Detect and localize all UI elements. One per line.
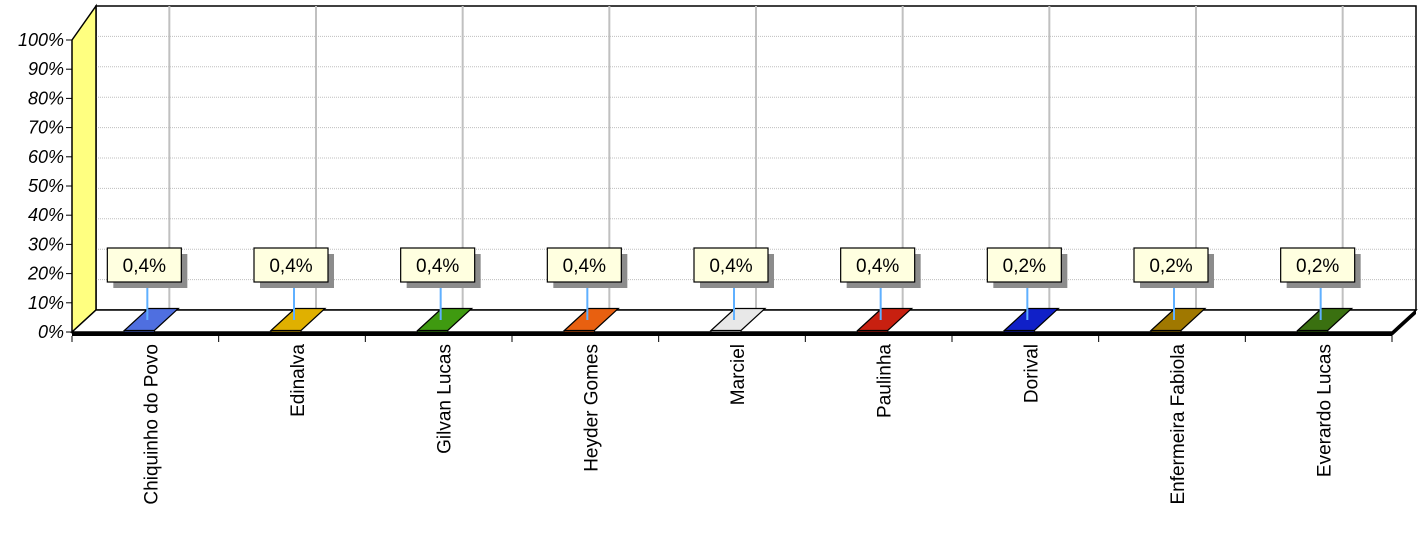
y-tick-label: 50% (28, 176, 64, 196)
data-label-box (400, 247, 476, 283)
data-label-box (1133, 247, 1209, 283)
y-tick-label: 0% (38, 322, 64, 342)
bar-front-7 (1003, 330, 1035, 333)
category-label: Chiquinho do Povo (141, 344, 162, 505)
bar-front-5 (710, 330, 742, 333)
data-label-box (693, 247, 769, 283)
floor-front-edge (72, 332, 1392, 336)
data-label-box (840, 247, 916, 283)
bar-front-9 (1297, 330, 1329, 333)
y-tick-label: 100% (18, 30, 64, 50)
floor-side-edge (1392, 310, 1416, 336)
side-wall (71, 3, 97, 334)
bar-front-6 (857, 330, 889, 333)
category-label: Everardo Lucas (1315, 344, 1336, 477)
category-label: Enfermeira Fabiola (1168, 344, 1189, 505)
bar-front-3 (417, 330, 449, 333)
bar-front-4 (563, 330, 595, 333)
data-label-box (106, 247, 182, 283)
data-label: 0,4% (123, 256, 166, 277)
y-tick-label: 60% (28, 147, 64, 167)
y-tick-label: 10% (28, 293, 64, 313)
data-label: 0,4% (269, 256, 312, 277)
bar-front-1 (123, 330, 155, 333)
data-label-box (546, 247, 622, 283)
category-label: Dorival (1021, 344, 1042, 403)
bar-front-8 (1150, 330, 1182, 333)
category-label: Paulinha (875, 344, 896, 418)
bar-front-2 (270, 330, 302, 333)
y-tick-label: 90% (28, 59, 64, 79)
y-tick-label: 80% (28, 88, 64, 108)
data-label-box (986, 247, 1062, 283)
data-label: 0,4% (856, 256, 899, 277)
category-label: Gilvan Lucas (435, 344, 456, 454)
category-label: Heyder Gomes (581, 344, 602, 472)
category-label: Edinalva (288, 344, 309, 417)
y-tick-label: 30% (28, 234, 64, 254)
data-label-box (1280, 247, 1356, 283)
data-label-box (253, 247, 329, 283)
data-label: 0,4% (563, 256, 606, 277)
y-tick-label: 70% (28, 118, 64, 138)
data-label: 0,2% (1149, 256, 1192, 277)
data-label: 0,4% (416, 256, 459, 277)
data-label: 0,2% (1296, 256, 1339, 277)
data-label: 0,2% (1003, 256, 1046, 277)
y-tick-label: 20% (27, 264, 64, 284)
y-tick-label: 40% (28, 205, 64, 225)
data-label: 0,4% (709, 256, 752, 277)
category-label: Marciel (728, 344, 749, 405)
